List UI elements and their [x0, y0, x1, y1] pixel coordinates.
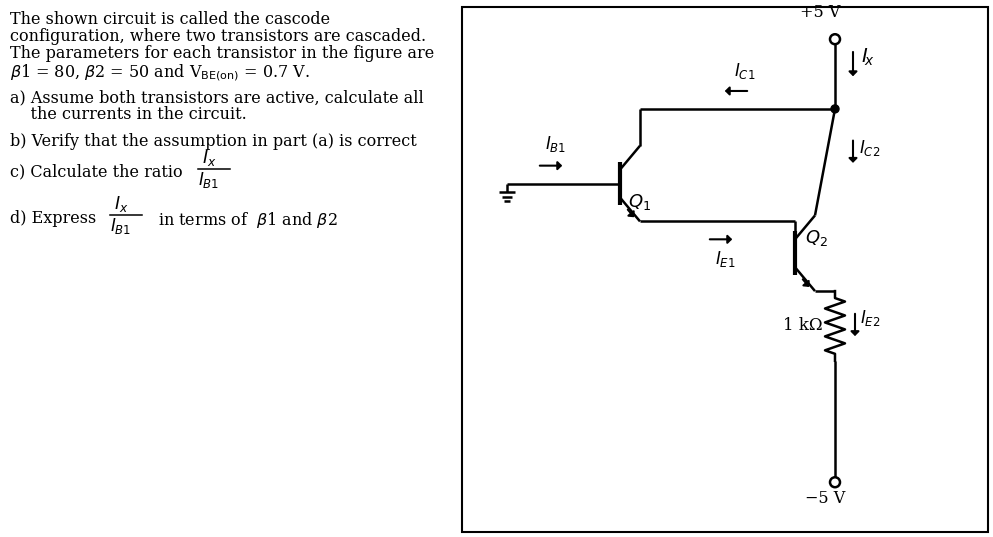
Text: 1 kΩ: 1 kΩ	[783, 317, 823, 335]
Text: d) Express: d) Express	[10, 211, 96, 228]
Text: +5 V: +5 V	[800, 4, 840, 21]
Text: c) Calculate the ratio: c) Calculate the ratio	[10, 164, 183, 180]
Text: a) Assume both transistors are active, calculate all: a) Assume both transistors are active, c…	[10, 89, 424, 106]
Text: configuration, where two transistors are cascaded.: configuration, where two transistors are…	[10, 28, 426, 45]
Text: $Q_1$: $Q_1$	[628, 192, 651, 212]
Text: $Q_2$: $Q_2$	[805, 228, 828, 248]
Text: The parameters for each transistor in the figure are: The parameters for each transistor in th…	[10, 45, 434, 62]
Text: $\beta$1 = 80, $\beta$2 = 50 and V$_{\rm BE(on)}$ = 0.7 V.: $\beta$1 = 80, $\beta$2 = 50 and V$_{\rm…	[10, 62, 310, 83]
Text: $I_x$: $I_x$	[202, 148, 216, 168]
Text: in terms of  $\beta$1 and $\beta$2: in terms of $\beta$1 and $\beta$2	[158, 211, 338, 230]
Text: $I_{E2}$: $I_{E2}$	[860, 308, 881, 328]
Text: $I_{C2}$: $I_{C2}$	[859, 137, 880, 158]
Text: $I_{B1}$: $I_{B1}$	[545, 134, 566, 154]
Text: b) Verify that the assumption in part (a) is correct: b) Verify that the assumption in part (a…	[10, 133, 417, 150]
Text: $I_{E1}$: $I_{E1}$	[715, 249, 736, 269]
Text: $I_{B1}$: $I_{B1}$	[110, 216, 131, 236]
Text: the currents in the circuit.: the currents in the circuit.	[10, 106, 246, 123]
Text: $\,I_{\!x}$: $\,I_{\!x}$	[858, 47, 875, 68]
Text: −5 V: −5 V	[805, 490, 845, 507]
Circle shape	[831, 105, 839, 113]
Bar	[462, 8, 988, 532]
Text: $I_{C1}$: $I_{C1}$	[734, 61, 756, 81]
Text: The shown circuit is called the cascode: The shown circuit is called the cascode	[10, 11, 330, 28]
Text: $I_x$: $I_x$	[114, 194, 128, 214]
Text: $I_{B1}$: $I_{B1}$	[198, 170, 219, 190]
